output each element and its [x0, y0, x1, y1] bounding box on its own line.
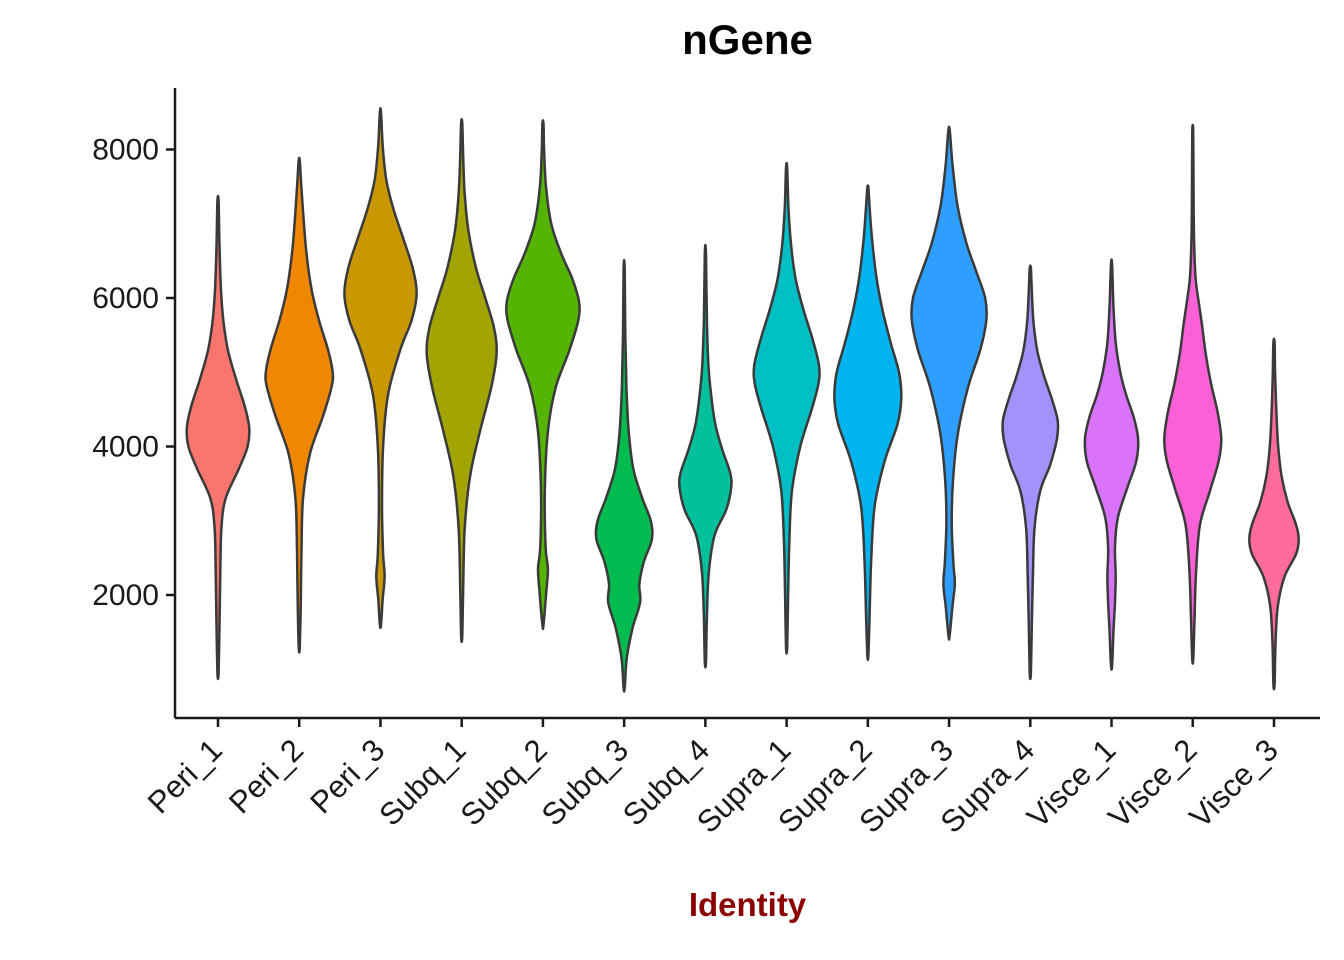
- x-tick-label-Visce_3: Visce_3: [1183, 732, 1285, 834]
- x-tick-label-Peri_1: Peri_1: [141, 732, 229, 820]
- y-tick-label: 8000: [92, 134, 159, 167]
- y-tick-label: 6000: [92, 282, 159, 315]
- x-tick-label-Subq_1: Subq_1: [372, 732, 472, 832]
- x-tick-label-Visce_1: Visce_1: [1020, 732, 1122, 834]
- violin-Subq_3: [594, 258, 654, 693]
- y-tick-label: 2000: [92, 579, 159, 612]
- violin-Supra_1: [752, 161, 821, 655]
- violin-Peri_1: [185, 194, 251, 681]
- chart-title: nGene: [682, 16, 813, 63]
- x-tick-label-Peri_2: Peri_2: [222, 732, 310, 820]
- violin-Subq_2: [504, 119, 581, 631]
- x-tick-label-Subq_2: Subq_2: [454, 732, 554, 832]
- violin-Visce_1: [1083, 258, 1140, 671]
- x-tick-label-Subq_3: Subq_3: [535, 732, 635, 832]
- violin-Subq_4: [677, 243, 733, 669]
- y-tick-label: 4000: [92, 431, 159, 464]
- violin-Visce_2: [1163, 123, 1223, 665]
- violin-Supra_3: [910, 125, 988, 641]
- violin-Peri_2: [264, 156, 335, 654]
- x-axis-title: Identity: [688, 886, 807, 923]
- violin-Subq_1: [425, 118, 498, 644]
- violin-Supra_2: [833, 184, 903, 662]
- violin-Peri_3: [343, 106, 418, 630]
- x-tick-label-Visce_2: Visce_2: [1101, 732, 1203, 834]
- violin-Visce_3: [1248, 337, 1300, 691]
- violin-Supra_4: [1001, 264, 1060, 681]
